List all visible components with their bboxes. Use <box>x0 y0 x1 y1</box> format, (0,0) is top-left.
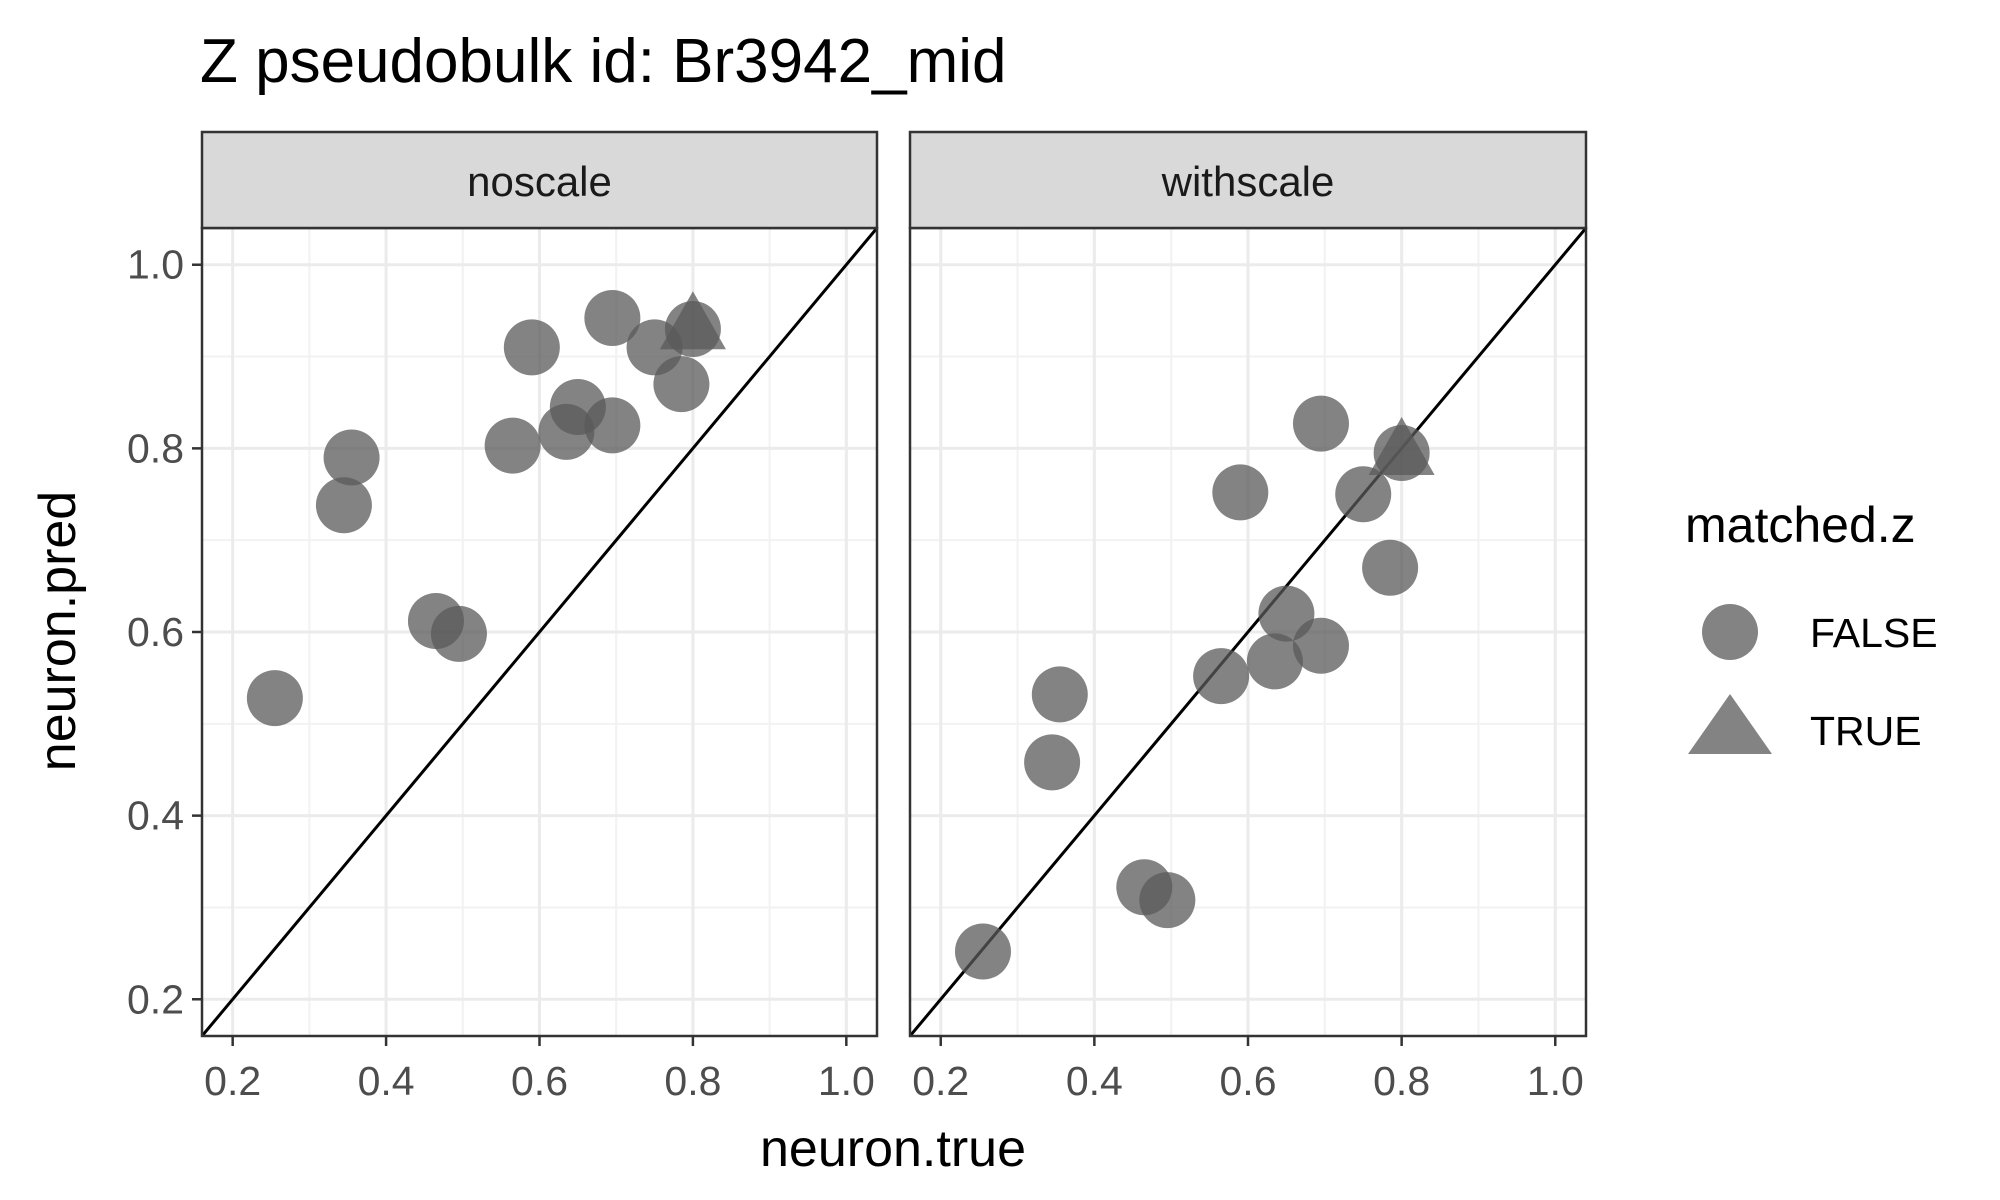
x-tick-label: 0.2 <box>912 1058 969 1104</box>
point-triangle-true <box>659 291 726 350</box>
identity-line <box>910 228 1586 1036</box>
panel-withscale: withscale 0.2 0.4 0.6 0.8 1.0 <box>908 130 1588 1104</box>
x-tick-label: 0.6 <box>511 1058 568 1104</box>
y-tick-label: 0.2 <box>127 976 184 1022</box>
point-circle-false <box>1212 464 1269 521</box>
point-circle-false <box>1335 466 1392 523</box>
x-tick-label: 0.2 <box>204 1058 261 1104</box>
point-circle-false <box>1139 872 1196 929</box>
point-triangle-true <box>1368 416 1435 475</box>
point-circle-false <box>315 477 372 534</box>
grid-lines <box>910 228 1586 1036</box>
point-circle-false <box>1292 395 1349 452</box>
facet-strip <box>908 130 1588 230</box>
point-circle-false <box>1024 734 1081 791</box>
y-tick-label: 1.0 <box>127 242 184 288</box>
y-tick-label: 0.8 <box>127 425 184 471</box>
identity-line <box>202 228 877 1036</box>
legend-label: TRUE <box>1810 708 1922 754</box>
data-points <box>954 395 1435 980</box>
legend: matched.z FALSE TRUE <box>1685 497 1938 754</box>
legend-label: FALSE <box>1810 610 1938 656</box>
point-circle-false <box>1193 648 1250 705</box>
facet-strip <box>200 130 879 230</box>
point-circle-false <box>653 356 710 413</box>
point-circle-false <box>1362 539 1419 596</box>
y-tick-label: 0.6 <box>127 609 184 655</box>
point-circle-false <box>246 670 303 727</box>
point-circle-false <box>584 289 641 346</box>
x-tick-label: 0.4 <box>358 1058 415 1104</box>
point-circle-false <box>430 605 487 662</box>
panel-noscale: noscale 0.2 0.4 0.6 0.8 1.0 0.2 0.4 0.6 0.8 1.0 <box>127 130 879 1104</box>
point-circle-false <box>323 429 380 486</box>
facet-strip-label: noscale <box>467 158 612 205</box>
x-tick-label: 1.0 <box>818 1058 875 1104</box>
point-circle-false <box>1031 666 1088 723</box>
legend-title: matched.z <box>1685 497 1916 553</box>
x-tick-label: 0.6 <box>1220 1058 1277 1104</box>
point-circle-false <box>503 319 560 376</box>
point-circle-false <box>1292 617 1349 674</box>
x-tick-label: 0.4 <box>1066 1058 1123 1104</box>
point-circle-false <box>954 923 1011 980</box>
legend-key-circle <box>1702 604 1758 660</box>
chart-title: Z pseudobulk id: Br3942_mid <box>200 27 1006 96</box>
x-tick-label: 1.0 <box>1527 1058 1584 1104</box>
data-points <box>246 289 726 727</box>
point-circle-false <box>484 417 541 474</box>
point-circle-false <box>584 397 641 454</box>
legend-key-triangle <box>1688 694 1772 754</box>
x-tick-label: 0.8 <box>664 1058 721 1104</box>
x-tick-label: 0.8 <box>1373 1058 1430 1104</box>
y-tick-label: 0.4 <box>127 793 184 839</box>
point-circle-false <box>1246 633 1303 690</box>
y-axis-title: neuron.pred <box>29 491 87 771</box>
x-axis-title: neuron.true <box>760 1120 1026 1178</box>
facet-strip-label: withscale <box>1161 158 1335 205</box>
